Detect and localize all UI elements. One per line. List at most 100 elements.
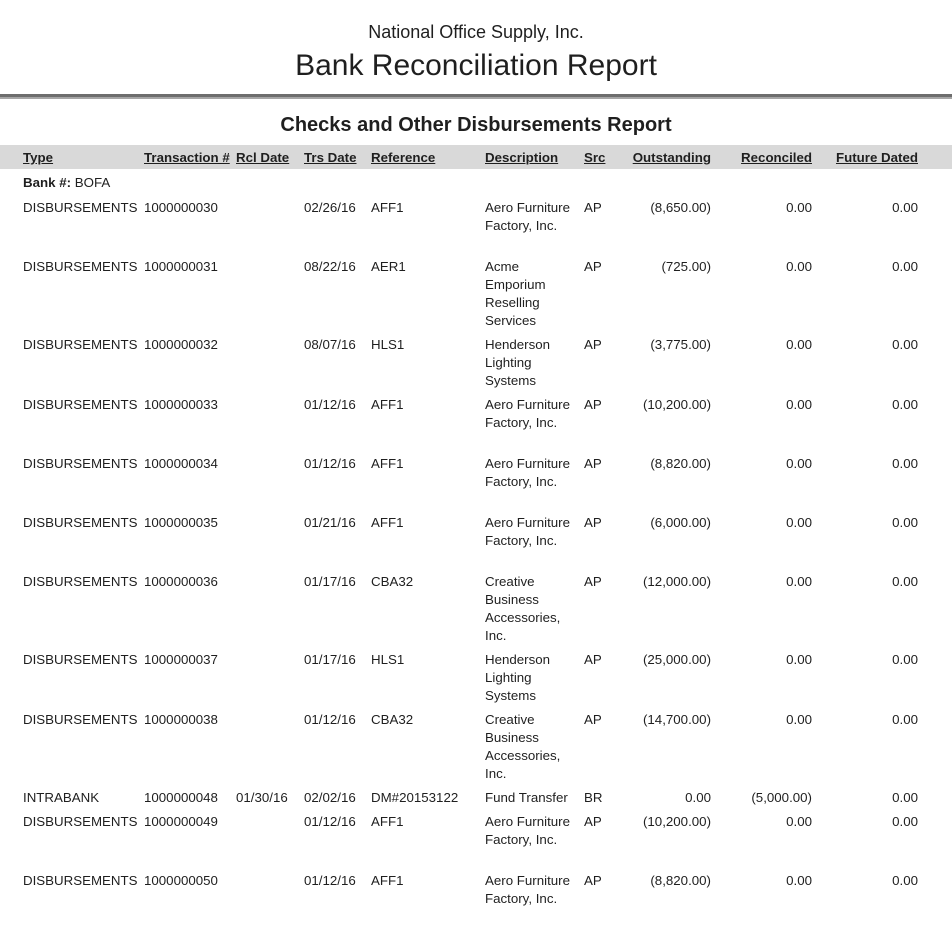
cell-src: AP xyxy=(584,337,602,352)
cell-reconciled: 0.00 xyxy=(786,712,812,727)
header-divider xyxy=(0,94,952,99)
cell-trs-date: 01/12/16 xyxy=(304,397,356,412)
cell-type: DISBURSEMENTS xyxy=(23,456,138,471)
cell-description: Aero Furniture Factory, Inc. xyxy=(485,515,570,548)
cell-src: AP xyxy=(584,873,602,888)
cell-outstanding: (8,820.00) xyxy=(650,873,711,888)
table-row: DISBURSEMENTS 1000000035 01/21/16 AFF1 A… xyxy=(0,508,952,567)
cell-type: DISBURSEMENTS xyxy=(23,652,138,667)
cell-src: AP xyxy=(584,574,602,589)
col-header-src: Src xyxy=(584,150,606,165)
cell-type: DISBURSEMENTS xyxy=(23,814,138,829)
cell-trs-date: 01/21/16 xyxy=(304,515,356,530)
cell-src: AP xyxy=(584,456,602,471)
cell-src: AP xyxy=(584,200,602,215)
col-header-reference: Reference xyxy=(371,150,436,165)
table-row: DISBURSEMENTS 1000000030 02/26/16 AFF1 A… xyxy=(0,193,952,252)
cell-description: Creative Business Accessories, Inc. xyxy=(485,574,561,643)
cell-description: Aero Furniture Factory, Inc. xyxy=(485,873,570,906)
cell-transaction: 1000000036 xyxy=(144,574,218,589)
cell-future-dated: 0.00 xyxy=(892,337,918,352)
cell-future-dated: 0.00 xyxy=(892,515,918,530)
cell-rcl-date xyxy=(236,252,304,330)
report-header: National Office Supply, Inc. Bank Reconc… xyxy=(0,0,952,86)
cell-reference: AFF1 xyxy=(371,200,404,215)
cell-outstanding: (6,000.00) xyxy=(650,515,711,530)
col-header-transaction: Transaction # xyxy=(144,150,230,165)
cell-description: Henderson Lighting Systems xyxy=(485,652,551,703)
cell-type: DISBURSEMENTS xyxy=(23,515,138,530)
col-header-outstanding: Outstanding xyxy=(632,150,711,165)
cell-future-dated: 0.00 xyxy=(892,790,918,805)
cell-outstanding: (8,650.00) xyxy=(650,200,711,215)
cell-reconciled: 0.00 xyxy=(786,873,812,888)
cell-future-dated: 0.00 xyxy=(892,814,918,829)
cell-outstanding: (8,820.00) xyxy=(650,456,711,471)
table-row: DISBURSEMENTS 1000000032 08/07/16 HLS1 H… xyxy=(0,330,952,390)
cell-trs-date: 01/12/16 xyxy=(304,456,356,471)
cell-transaction: 1000000032 xyxy=(144,337,218,352)
table-row: INTRABANK 1000000048 01/30/16 02/02/16 D… xyxy=(0,783,952,807)
cell-src: AP xyxy=(584,814,602,829)
cell-rcl-date xyxy=(236,508,304,567)
cell-trs-date: 08/07/16 xyxy=(304,337,356,352)
table-body: Bank #: BOFA DISBURSEMENTS 1000000030 02… xyxy=(0,169,952,925)
cell-transaction: 1000000049 xyxy=(144,814,218,829)
table-row: DISBURSEMENTS 1000000038 01/12/16 CBA32 … xyxy=(0,705,952,783)
cell-reconciled: 0.00 xyxy=(786,259,812,274)
cell-trs-date: 08/22/16 xyxy=(304,259,356,274)
col-header-reconciled: Reconciled xyxy=(741,150,812,165)
cell-reconciled: 0.00 xyxy=(786,652,812,667)
cell-rcl-date xyxy=(236,807,304,866)
cell-transaction: 1000000050 xyxy=(144,873,218,888)
cell-future-dated: 0.00 xyxy=(892,873,918,888)
cell-trs-date: 01/17/16 xyxy=(304,574,356,589)
cell-reference: AFF1 xyxy=(371,515,404,530)
cell-reconciled: 0.00 xyxy=(786,337,812,352)
cell-future-dated: 0.00 xyxy=(892,652,918,667)
cell-rcl-date xyxy=(236,645,304,705)
table-row: DISBURSEMENTS 1000000049 01/12/16 AFF1 A… xyxy=(0,807,952,866)
cell-src: AP xyxy=(584,652,602,667)
cell-reference: AER1 xyxy=(371,259,406,274)
cell-transaction: 1000000037 xyxy=(144,652,218,667)
bank-group-label: Bank #: xyxy=(23,174,72,190)
cell-transaction: 1000000034 xyxy=(144,456,218,471)
cell-outstanding: (3,775.00) xyxy=(650,337,711,352)
cell-rcl-date xyxy=(236,193,304,252)
cell-future-dated: 0.00 xyxy=(892,574,918,589)
cell-reference: CBA32 xyxy=(371,574,414,589)
cell-type: DISBURSEMENTS xyxy=(23,574,138,589)
cell-src: AP xyxy=(584,515,602,530)
cell-future-dated: 0.00 xyxy=(892,200,918,215)
cell-trs-date: 01/12/16 xyxy=(304,712,356,727)
cell-description: Acme Emporium Reselling Services xyxy=(485,259,546,328)
col-header-description: Description xyxy=(485,150,559,165)
cell-type: DISBURSEMENTS xyxy=(23,337,138,352)
cell-type: DISBURSEMENTS xyxy=(23,873,138,888)
cell-transaction: 1000000038 xyxy=(144,712,218,727)
cell-description: Creative Business Accessories, Inc. xyxy=(485,712,561,781)
cell-type: DISBURSEMENTS xyxy=(23,259,138,274)
cell-reconciled: (5,000.00) xyxy=(751,790,812,805)
cell-description: Fund Transfer xyxy=(485,790,568,805)
table-header-row: Type Transaction # Rcl Date Trs Date Ref… xyxy=(0,145,952,169)
cell-src: AP xyxy=(584,712,602,727)
table-row: DISBURSEMENTS 1000000036 01/17/16 CBA32 … xyxy=(0,567,952,645)
cell-outstanding: (25,000.00) xyxy=(642,652,711,667)
cell-rcl-date xyxy=(236,330,304,390)
cell-reference: AFF1 xyxy=(371,814,404,829)
cell-outstanding: 0.00 xyxy=(685,790,711,805)
cell-rcl-date: 01/30/16 xyxy=(236,790,288,805)
cell-trs-date: 01/12/16 xyxy=(304,873,356,888)
report-title: Bank Reconciliation Report xyxy=(295,49,657,82)
cell-future-dated: 0.00 xyxy=(892,397,918,412)
cell-outstanding: (725.00) xyxy=(661,259,711,274)
cell-description: Aero Furniture Factory, Inc. xyxy=(485,456,570,489)
cell-reconciled: 0.00 xyxy=(786,515,812,530)
cell-transaction: 1000000030 xyxy=(144,200,218,215)
cell-future-dated: 0.00 xyxy=(892,712,918,727)
cell-rcl-date xyxy=(236,449,304,508)
cell-rcl-date xyxy=(236,567,304,645)
cell-trs-date: 01/12/16 xyxy=(304,814,356,829)
